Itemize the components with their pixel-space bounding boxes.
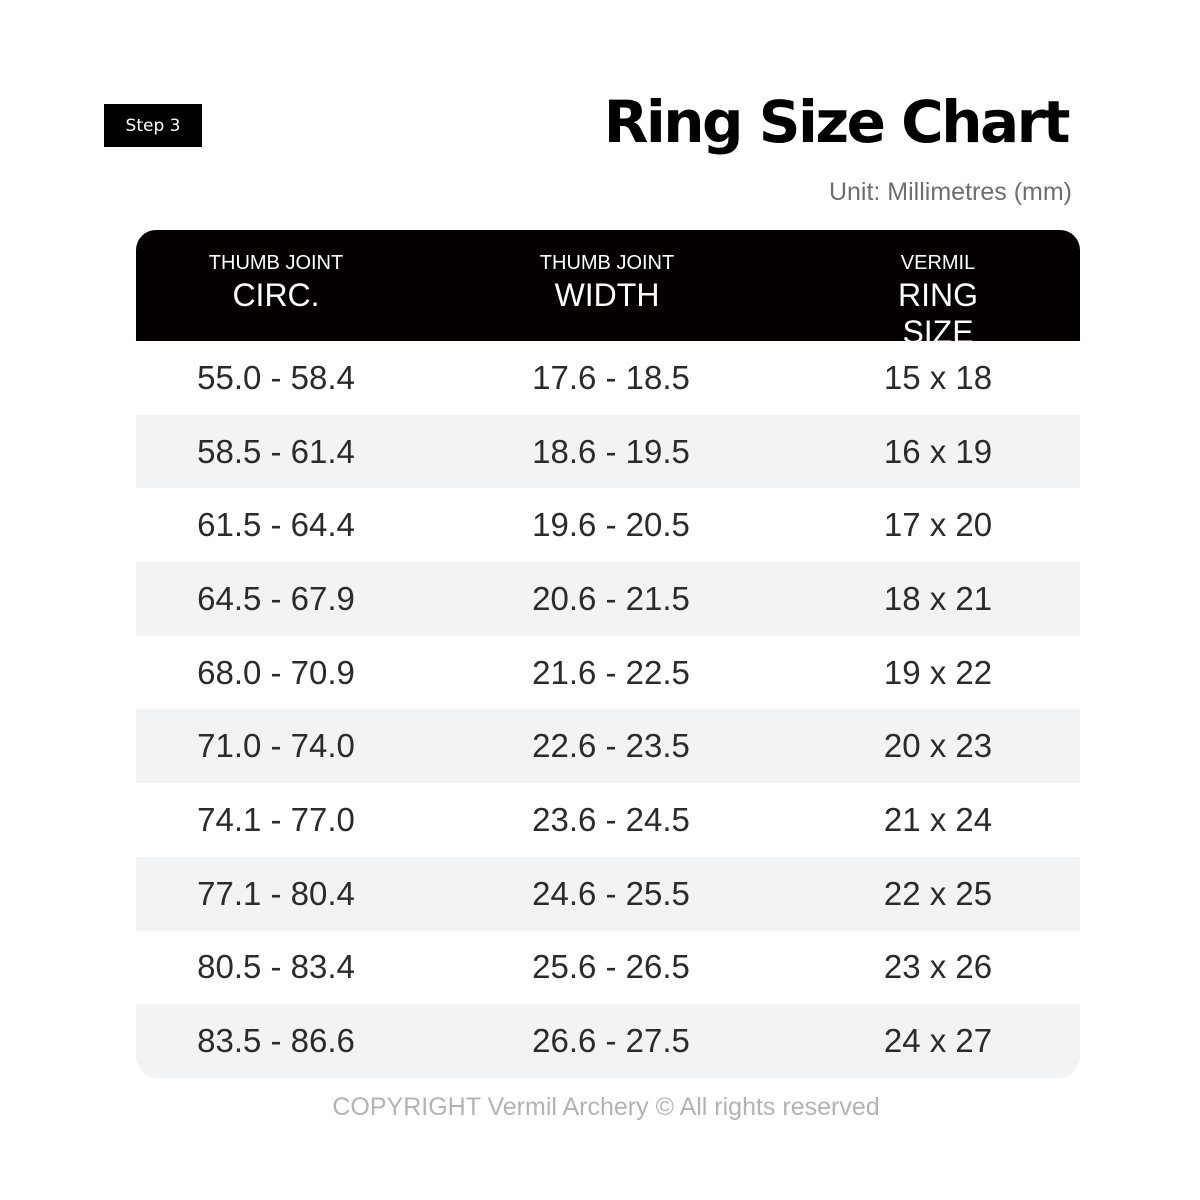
column-header-line1: THUMB JOINT [539, 252, 675, 274]
cell-circ: 64.5 - 67.9 [197, 579, 355, 617]
cell-width: 17.6 - 18.5 [532, 358, 690, 396]
table-row: 71.0 - 74.0 22.6 - 23.5 20 x 23 [136, 709, 1080, 784]
cell-ring-size: 16 x 19 [883, 432, 993, 470]
cell-width: 18.6 - 19.5 [532, 432, 690, 470]
cell-ring-size: 19 x 22 [883, 653, 993, 691]
table-row: 61.5 - 64.4 19.6 - 20.5 17 x 20 [136, 488, 1080, 562]
table-row: 58.5 - 61.4 18.6 - 19.5 16 x 19 [136, 414, 1080, 489]
table-row: 55.0 - 58.4 17.6 - 18.5 15 x 18 [136, 341, 1080, 415]
cell-circ: 61.5 - 64.4 [197, 506, 355, 544]
cell-ring-size: 22 x 25 [883, 874, 993, 912]
unit-label: Unit: Millimetres (mm) [828, 178, 1072, 206]
cell-width: 21.6 - 22.5 [532, 653, 690, 691]
table-row: 77.1 - 80.4 24.6 - 25.5 22 x 25 [136, 856, 1080, 931]
column-header-circ: THUMB JOINT CIRC. [209, 252, 343, 314]
cell-ring-size: 20 x 23 [883, 727, 993, 765]
cell-ring-size: 23 x 26 [883, 948, 993, 986]
cell-ring-size: 21 x 24 [883, 800, 993, 838]
table-row: 80.5 - 83.4 25.6 - 26.5 23 x 26 [136, 931, 1080, 1005]
cell-width: 24.6 - 25.5 [532, 874, 690, 912]
table-body: 55.0 - 58.4 17.6 - 18.5 15 x 18 58.5 - 61.4… [136, 341, 1080, 1078]
cell-width: 20.6 - 21.5 [532, 579, 690, 617]
cell-circ: 71.0 - 74.0 [197, 727, 355, 765]
cell-ring-size: 17 x 20 [883, 506, 993, 544]
column-header-width: THUMB JOINT WIDTH [540, 252, 674, 314]
column-header-line1: THUMB JOINT [208, 252, 344, 274]
ring-size-table: THUMB JOINT CIRC. THUMB JOINT WIDTH VERM… [136, 230, 1080, 1078]
cell-circ: 68.0 - 70.9 [197, 653, 355, 691]
cell-circ: 74.1 - 77.0 [197, 800, 355, 838]
table-row: 64.5 - 67.9 20.6 - 21.5 18 x 21 [136, 562, 1080, 636]
column-header-line2: WIDTH [554, 277, 660, 313]
column-header-line2: RING SIZE [898, 277, 978, 350]
cell-circ: 83.5 - 86.6 [197, 1022, 355, 1060]
page-title: Ring Size Chart [603, 88, 1071, 156]
table-row: 68.0 - 70.9 21.6 - 22.5 19 x 22 [136, 636, 1080, 710]
table-row: 83.5 - 86.6 26.6 - 27.5 24 x 27 [136, 1004, 1080, 1078]
cell-ring-size: 15 x 18 [883, 358, 993, 396]
table-row: 74.1 - 77.0 23.6 - 24.5 21 x 24 [136, 783, 1080, 857]
cell-width: 22.6 - 23.5 [532, 727, 690, 765]
step-badge: Step 3 [104, 104, 202, 147]
cell-width: 23.6 - 24.5 [532, 800, 690, 838]
cell-ring-size: 24 x 27 [883, 1022, 993, 1060]
cell-circ: 58.5 - 61.4 [197, 432, 355, 470]
column-header-line1: VERMIL [900, 252, 976, 274]
cell-width: 19.6 - 20.5 [532, 506, 690, 544]
cell-width: 26.6 - 27.5 [532, 1022, 690, 1060]
cell-width: 25.6 - 26.5 [532, 948, 690, 986]
cell-circ: 80.5 - 83.4 [197, 948, 355, 986]
cell-circ: 77.1 - 80.4 [197, 874, 355, 912]
cell-circ: 55.0 - 58.4 [197, 358, 355, 396]
column-header-ring-size: VERMIL RING SIZE [867, 252, 1009, 351]
cell-ring-size: 18 x 21 [883, 579, 993, 617]
table-header: THUMB JOINT CIRC. THUMB JOINT WIDTH VERM… [136, 230, 1080, 350]
copyright-text: COPYRIGHT Vermil Archery © All rights re… [332, 1093, 880, 1121]
column-header-line2: CIRC. [232, 277, 320, 313]
